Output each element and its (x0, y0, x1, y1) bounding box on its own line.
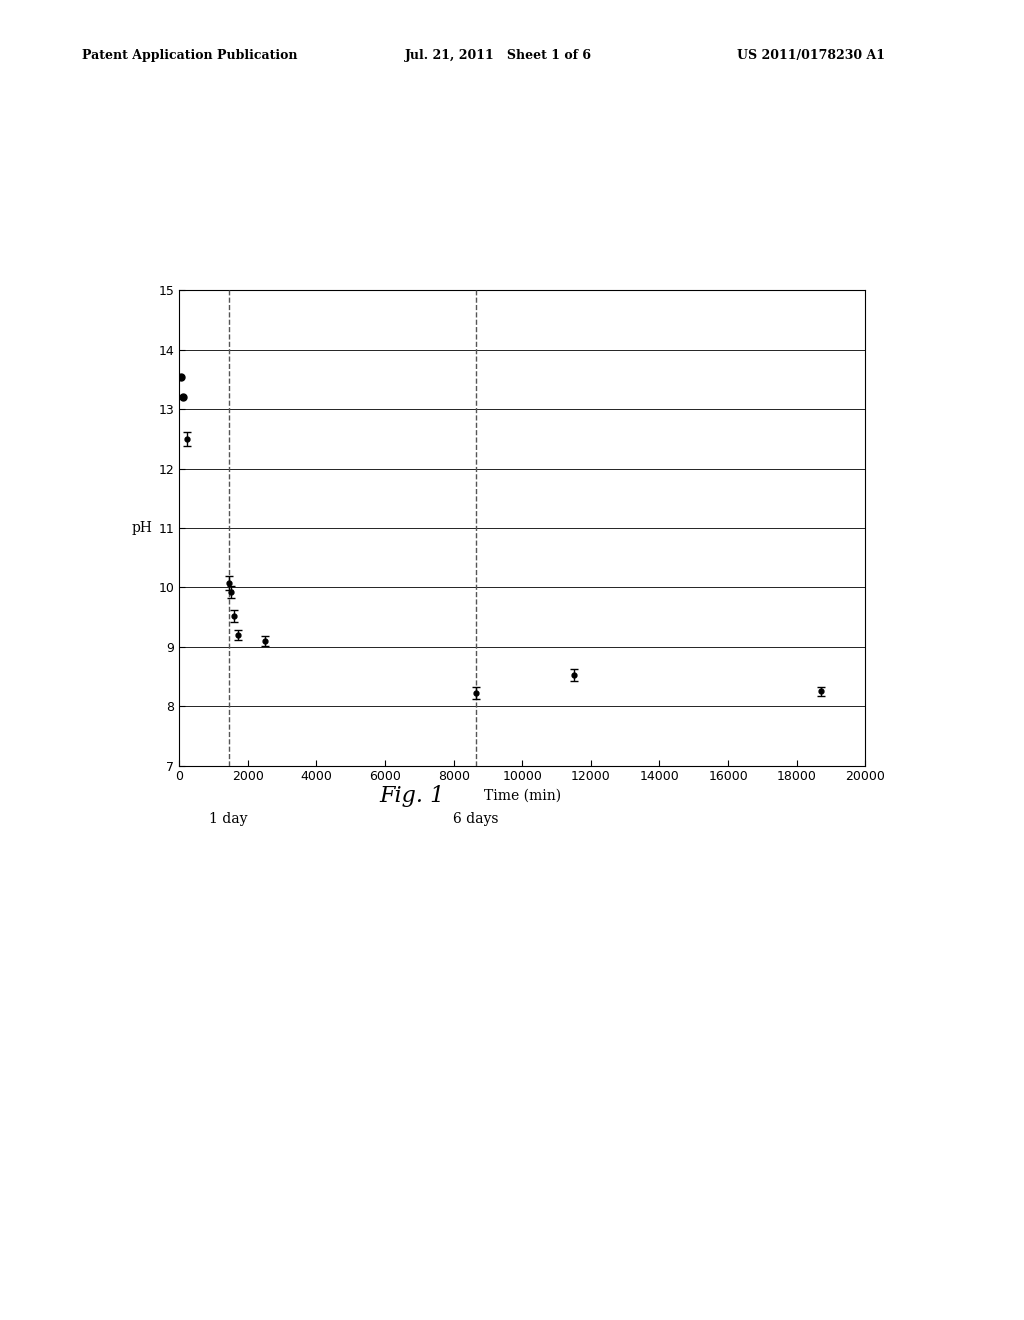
X-axis label: Time (min): Time (min) (483, 789, 561, 803)
Y-axis label: pH: pH (131, 521, 153, 535)
Text: 6 days: 6 days (453, 812, 499, 826)
Text: Fig. 1: Fig. 1 (379, 785, 444, 808)
Text: Patent Application Publication: Patent Application Publication (82, 49, 297, 62)
Text: 1 day: 1 day (209, 812, 248, 826)
Text: US 2011/0178230 A1: US 2011/0178230 A1 (737, 49, 886, 62)
Text: Jul. 21, 2011   Sheet 1 of 6: Jul. 21, 2011 Sheet 1 of 6 (404, 49, 592, 62)
